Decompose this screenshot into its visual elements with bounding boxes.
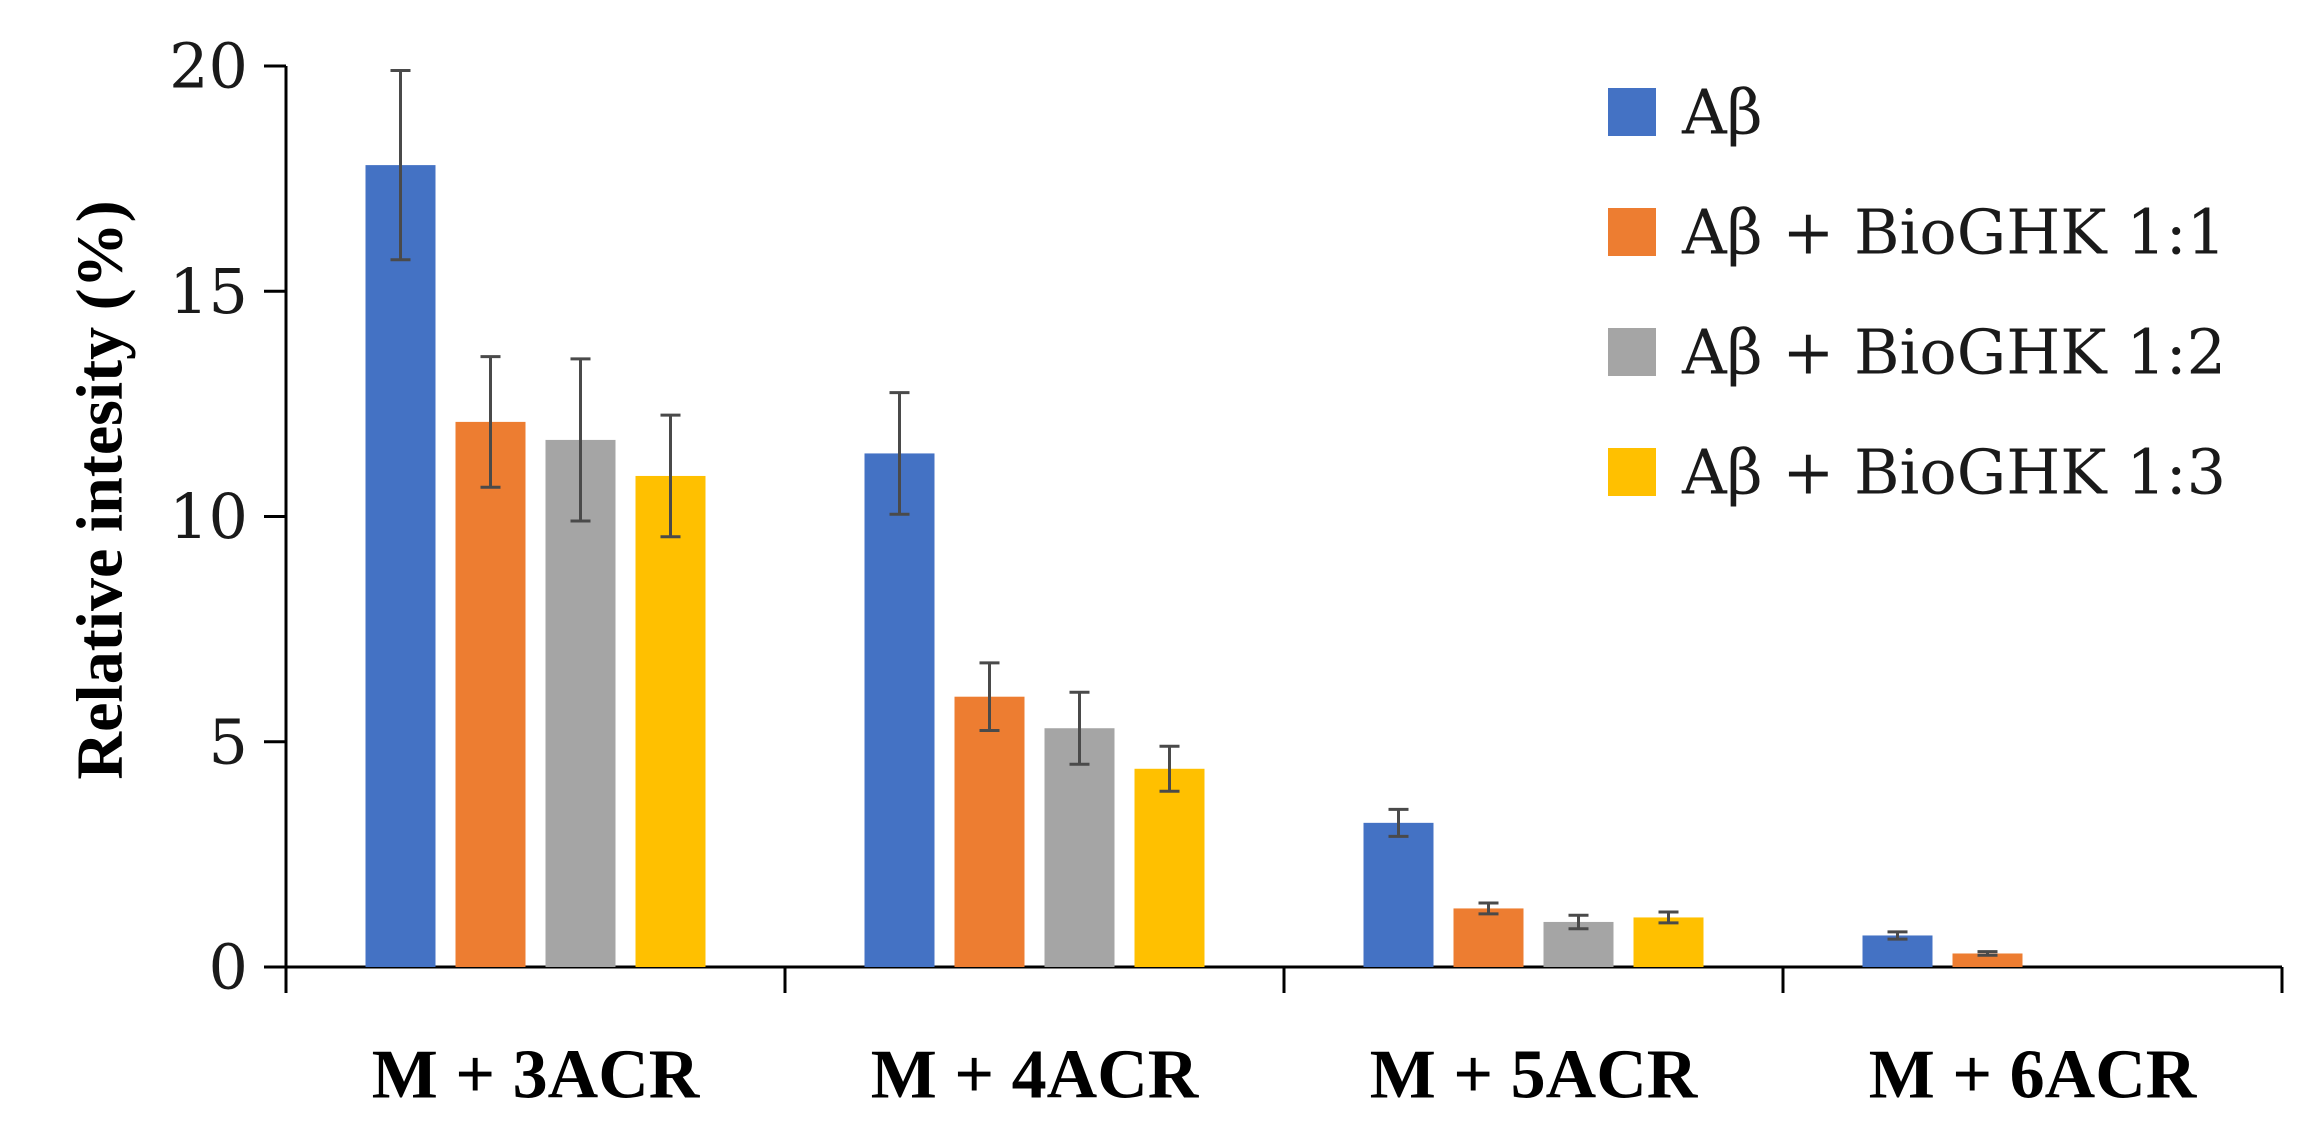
legend-swatch bbox=[1608, 328, 1656, 376]
category-label: M + 4ACR bbox=[871, 1037, 1200, 1114]
legend-label: Aβ + BioGHK 1:2 bbox=[1681, 316, 2226, 389]
legend: Aβ Aβ + BioGHK 1:1 Aβ + BioGHK 1:2 Aβ + Bio… bbox=[1608, 76, 2226, 509]
bar bbox=[1134, 768, 1205, 967]
bar bbox=[635, 475, 706, 967]
bar bbox=[455, 421, 526, 967]
category-label: M + 5ACR bbox=[1370, 1037, 1699, 1114]
category-label: M + 6ACR bbox=[1869, 1037, 2198, 1114]
bar bbox=[954, 696, 1025, 967]
legend-label: Aβ + BioGHK 1:3 bbox=[1681, 436, 2226, 509]
y-tick-label: 20 bbox=[169, 30, 248, 103]
bar bbox=[1453, 908, 1524, 967]
bar bbox=[545, 439, 616, 967]
bar bbox=[1044, 728, 1115, 967]
y-tick-label: 10 bbox=[169, 480, 248, 553]
bar bbox=[1862, 935, 1933, 967]
legend-swatch bbox=[1608, 448, 1656, 496]
y-tick-label: 5 bbox=[209, 705, 248, 778]
y-axis-title: Relative intesity (%) bbox=[64, 200, 137, 779]
category-label: M + 3ACR bbox=[372, 1037, 701, 1114]
bar bbox=[365, 165, 436, 968]
legend-label: Aβ bbox=[1681, 76, 1763, 149]
bar bbox=[1363, 822, 1434, 967]
legend-swatch bbox=[1608, 88, 1656, 136]
legend-swatch bbox=[1608, 208, 1656, 256]
y-tick-label: 15 bbox=[169, 255, 248, 328]
bar bbox=[864, 453, 935, 967]
legend-label: Aβ + BioGHK 1:1 bbox=[1681, 196, 2226, 269]
plot-area: 0 5 10 15 20 M + 3ACR M + 4ACR M + 5ACR M + 6ACR bbox=[169, 30, 2284, 1114]
bar bbox=[1952, 953, 2023, 967]
bar bbox=[1633, 917, 1704, 967]
y-tick-label: 0 bbox=[209, 931, 248, 1004]
